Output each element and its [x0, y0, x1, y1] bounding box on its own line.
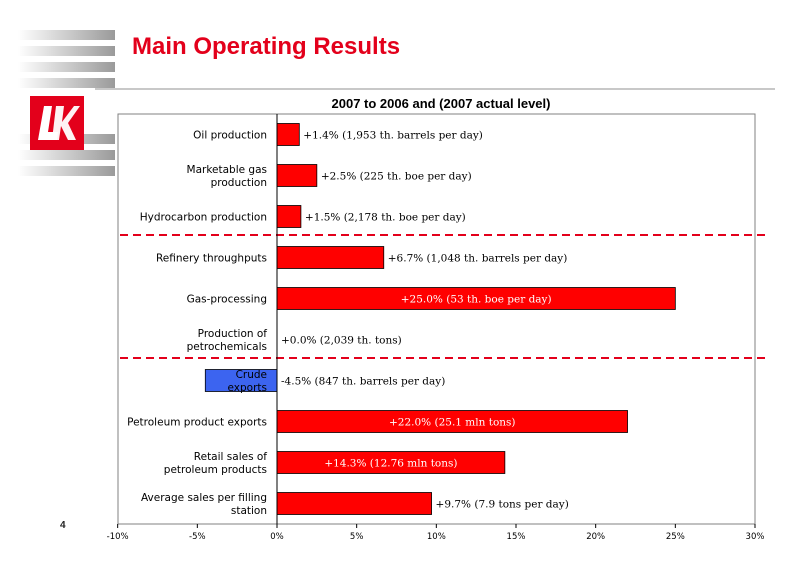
bar: [276, 492, 432, 515]
bars: [204, 123, 676, 515]
category-label: Average sales per filling station: [141, 492, 267, 517]
stripe: [18, 30, 115, 40]
category-label-line: Marketable gas: [187, 164, 267, 176]
x-tick-label: 10%: [427, 532, 446, 542]
category-label-line: production: [211, 177, 267, 189]
bar: [276, 164, 318, 187]
data-label: +14.3% (12.76 mln tons): [324, 458, 457, 470]
data-label: -4.5% (847 th. barrels per day): [281, 376, 445, 388]
title-divider: [95, 88, 775, 90]
x-tick-label: 15%: [507, 532, 526, 542]
x-tick-label: 5%: [350, 532, 364, 542]
x-tick-label: 20%: [586, 532, 605, 542]
category-label-line: petroleum products: [164, 464, 267, 476]
stripe: [18, 46, 115, 56]
category-label-line: Oil production: [193, 130, 267, 142]
slide-number: 4: [60, 520, 66, 531]
chart-title: 2007 to 2006 and (2007 actual level): [332, 96, 551, 111]
group-dividers: [120, 234, 770, 359]
lukoil-logo-icon: [30, 96, 84, 150]
x-tick-label: 0%: [270, 532, 284, 542]
bar: [276, 123, 300, 146]
data-label: +22.0% (25.1 mln tons): [389, 417, 516, 429]
stripe: [18, 62, 115, 72]
slide-title: Main Operating Results: [132, 33, 401, 60]
category-label-line: Production of: [198, 328, 268, 340]
data-label: +25.0% (53 th. boe per day): [401, 294, 552, 306]
category-label: Refinery throughputs: [156, 253, 267, 265]
data-label: +0.0% (2,039 th. tons): [281, 335, 402, 347]
category-label: Hydrocarbon production: [140, 212, 267, 224]
category-label: Oil production: [193, 130, 267, 142]
x-tick-label: -10%: [107, 532, 129, 542]
category-labels: Oil production Marketable gas production Hy…: [127, 130, 267, 518]
x-tick-label: 25%: [666, 532, 685, 542]
category-label: Production of petrochemicals: [187, 328, 268, 353]
category-label-line: Gas-processing: [187, 294, 267, 306]
stripe: [18, 78, 115, 88]
category-label-line: Crude: [236, 369, 267, 381]
bar: [276, 205, 302, 228]
bar: [276, 246, 385, 269]
stripe: [18, 166, 115, 176]
category-label-line: station: [231, 505, 267, 517]
category-label: Petroleum product exports: [127, 417, 267, 429]
data-label: +6.7% (1,048 th. barrels per day): [388, 253, 568, 265]
category-label-line: Retail sales of: [194, 451, 268, 463]
category-label-line: petrochemicals: [187, 341, 267, 353]
data-label: +9.7% (7.9 tons per day): [436, 499, 569, 511]
category-label-line: exports: [228, 382, 267, 394]
category-label: Retail sales of petroleum products: [164, 451, 268, 476]
category-label-line: Refinery throughputs: [156, 253, 267, 265]
x-axis: -10% -5% 0% 5% 10% 15% 20% 25% 30%: [107, 524, 765, 542]
category-label-line: Average sales per filling: [141, 492, 267, 504]
category-label-line: Petroleum product exports: [127, 417, 267, 429]
category-label-line: Hydrocarbon production: [140, 212, 267, 224]
data-labels: +1.4% (1,953 th. barrels per day) +2.5% (…: [281, 130, 569, 511]
stripe: [18, 150, 115, 160]
category-label: Crude exports: [228, 369, 267, 394]
x-tick-label: 30%: [746, 532, 765, 542]
data-label: +1.4% (1,953 th. barrels per day): [303, 130, 483, 142]
category-label: Marketable gas production: [187, 164, 267, 189]
data-label: +1.5% (2,178 th. boe per day): [305, 212, 466, 224]
category-label: Gas-processing: [187, 294, 267, 306]
x-tick-label: -5%: [189, 532, 206, 542]
data-label: +2.5% (225 th. boe per day): [321, 171, 472, 183]
